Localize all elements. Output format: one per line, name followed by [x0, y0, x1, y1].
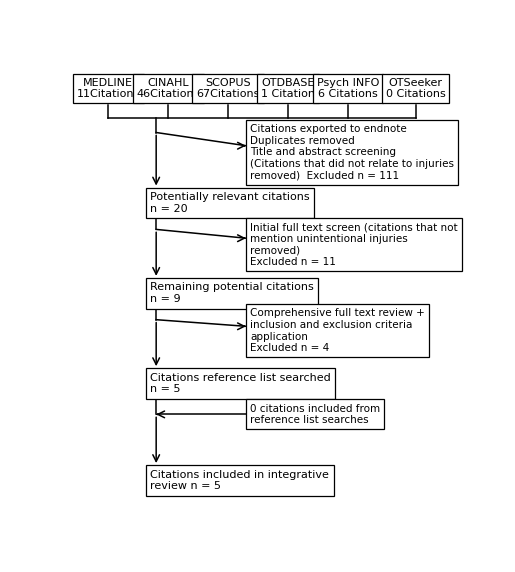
Text: 0 citations included from
reference list searches: 0 citations included from reference list…	[250, 404, 380, 425]
Text: Citations included in integrative
review n = 5: Citations included in integrative review…	[150, 470, 329, 491]
Text: Remaining potential citations
n = 9: Remaining potential citations n = 9	[150, 283, 314, 304]
Text: OTDBASE
1 Citation: OTDBASE 1 Citation	[261, 78, 315, 100]
Text: Citations reference list searched
n = 5: Citations reference list searched n = 5	[150, 373, 331, 394]
Text: SCOPUS
67Citations: SCOPUS 67Citations	[196, 78, 260, 100]
Text: OTSeeker
0 Citations: OTSeeker 0 Citations	[386, 78, 445, 100]
Text: Psych INFO
6 Citations: Psych INFO 6 Citations	[317, 78, 379, 100]
Text: Potentially relevant citations
n = 20: Potentially relevant citations n = 20	[150, 192, 310, 214]
Text: MEDLINE
11Citations: MEDLINE 11Citations	[77, 78, 140, 100]
Text: Comprehensive full text review +
inclusion and exclusion criteria
application
Ex: Comprehensive full text review + inclusi…	[250, 308, 425, 353]
Text: CINAHL
46Citations: CINAHL 46Citations	[136, 78, 200, 100]
Text: Citations exported to endnote
Duplicates removed
Title and abstract screening
(C: Citations exported to endnote Duplicates…	[250, 124, 454, 181]
Text: Initial full text screen (citations that not
mention unintentional injuries
remo: Initial full text screen (citations that…	[250, 223, 458, 267]
